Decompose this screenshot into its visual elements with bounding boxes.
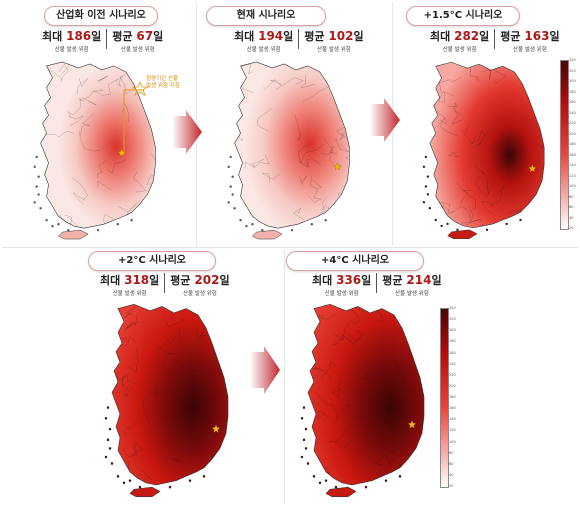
- panel-title: +1.5°C 시나리오: [406, 6, 520, 26]
- legend-tick-label: 80: [449, 450, 454, 455]
- legend-tick-label: 80: [569, 194, 574, 199]
- legend-color-bar: [440, 308, 449, 488]
- arrow-icon: [172, 110, 202, 154]
- legend-tick-label: 180: [449, 395, 456, 399]
- legend-tick-label: 20: [569, 226, 574, 230]
- legend-tick-label: 240: [449, 361, 456, 366]
- star-icon: [211, 424, 221, 433]
- legend-tick-label: 40: [449, 472, 454, 477]
- legend-tick-label: 160: [569, 152, 576, 157]
- divider: [2, 247, 578, 248]
- legend-tick-label: 200: [449, 383, 456, 388]
- panel-stats: 최대 282일 산불 발생 위험 평균 163일 산불 발생 위험: [430, 29, 560, 53]
- legend-tick-label: 120: [569, 173, 576, 178]
- legend-tick-label: 280: [449, 339, 456, 344]
- legend-tick-label: 320: [449, 317, 456, 322]
- star-icon: [528, 164, 537, 173]
- panel-stats: 최대 318일 산불 발생 위험 평균 202일 산불 발생 위험: [100, 273, 230, 297]
- legend-tick-label: 260: [449, 350, 456, 355]
- legend: 340 320 300 280 260 240 220 200 180 160 140 120 100 8…: [440, 304, 460, 494]
- legend-tick-label: 100: [449, 439, 456, 444]
- legend-tick-label: 120: [449, 428, 456, 433]
- arrow-icon: [370, 98, 400, 142]
- korea-map: [300, 303, 425, 498]
- korea-map: [422, 61, 545, 239]
- legend-tick-label: 260: [569, 100, 576, 104]
- korea-map: [33, 61, 156, 240]
- legend-tick-label: 340: [449, 306, 456, 310]
- annotation-connector: [123, 80, 149, 154]
- korea-map: [104, 303, 229, 498]
- legend-color-bar: [560, 60, 569, 230]
- legend-tick-label: 220: [449, 372, 456, 377]
- star-icon: [333, 162, 342, 171]
- panel-title: +4°C 시나리오: [286, 251, 424, 271]
- divider: [284, 250, 285, 504]
- panel-title: 현재 시나리오: [206, 6, 326, 26]
- legend-tick-label: 220: [569, 121, 576, 125]
- legend-tick-label: 60: [569, 205, 574, 209]
- legend: 340 320 300 280 260 240 220 200 180 160 140 120 100 8…: [560, 56, 580, 236]
- legend-tick-label: 300: [449, 328, 456, 333]
- legend-tick-label: 240: [569, 110, 576, 115]
- panel-stats: 최대 194일 산불 발생 위험 평균 102일 산불 발생 위험: [234, 29, 364, 53]
- legend-tick-label: 100: [569, 184, 576, 188]
- legend-tick-label: 200: [569, 131, 576, 136]
- panel-title: 산업화 이전 시나리오: [44, 6, 158, 26]
- divider: [196, 2, 197, 246]
- annotation-label: 청량기간 산불 발생 위험 지점: [146, 76, 180, 89]
- star-icon: [131, 80, 149, 96]
- legend-tick-label: 140: [569, 163, 576, 167]
- legend-tick-label: 160: [449, 406, 456, 411]
- korea-map: [227, 61, 350, 240]
- legend-tick-label: 20: [449, 484, 454, 488]
- arrow-icon: [250, 346, 280, 394]
- panel-stats: 최대 186일 산불 발생 위험 평균 67일 산불 발생 위험: [42, 29, 164, 53]
- panel-title: +2°C 시나리오: [88, 251, 216, 271]
- legend-tick-label: 300: [569, 79, 576, 83]
- legend-tick-label: 340: [569, 58, 576, 62]
- legend-tick-label: 140: [449, 417, 456, 422]
- legend-tick-label: 320: [569, 68, 576, 73]
- legend-tick-label: 180: [569, 142, 576, 146]
- star-icon: [117, 148, 126, 157]
- legend-tick-label: 40: [569, 215, 574, 220]
- legend-tick-label: 60: [449, 461, 454, 466]
- legend-tick-label: 280: [569, 89, 576, 94]
- panel-stats: 최대 336일 산불 발생 위험 평균 214일 산불 발생 위험: [312, 273, 442, 297]
- star-icon: [407, 420, 417, 429]
